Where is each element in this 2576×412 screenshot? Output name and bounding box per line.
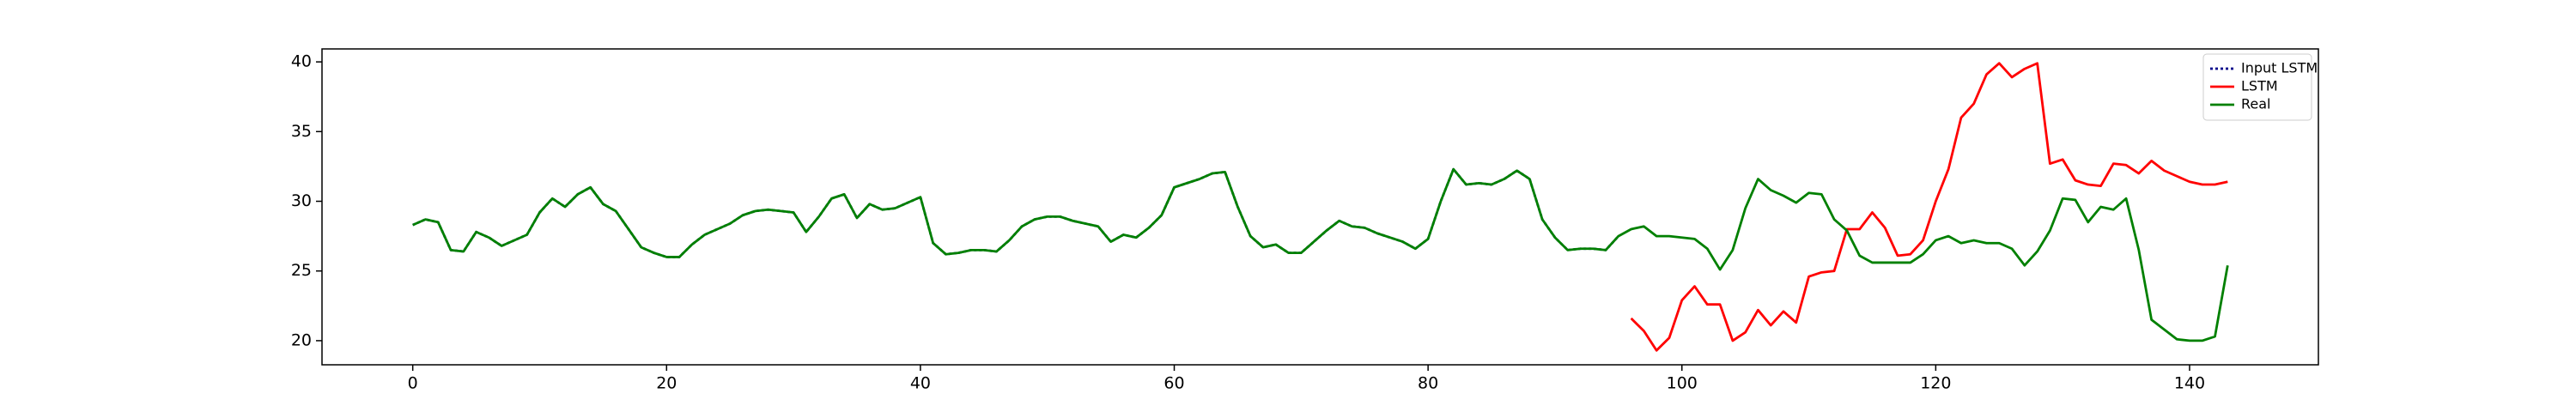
legend-label: LSTM bbox=[2241, 78, 2278, 94]
legend-label: Input LSTM bbox=[2241, 60, 2318, 76]
legend-label: Real bbox=[2241, 96, 2271, 112]
x-tick-label: 120 bbox=[1920, 374, 1951, 393]
line-series bbox=[412, 167, 2229, 342]
line-series bbox=[1630, 62, 2228, 352]
x-tick-label: 60 bbox=[1163, 374, 1184, 393]
y-tick-label: 25 bbox=[291, 261, 312, 280]
y-tick-label: 35 bbox=[291, 122, 312, 141]
y-tick-label: 40 bbox=[291, 52, 312, 71]
x-tick-label: 140 bbox=[2174, 374, 2205, 393]
y-tick-label: 20 bbox=[291, 330, 312, 349]
x-tick-label: 40 bbox=[910, 374, 931, 393]
x-tick-label: 100 bbox=[1667, 374, 1698, 393]
plot-frame bbox=[321, 48, 2319, 366]
y-tick-label: 30 bbox=[291, 191, 312, 210]
x-tick-label: 0 bbox=[408, 374, 418, 393]
x-tick-label: 80 bbox=[1418, 374, 1438, 393]
legend: Input LSTM LSTM Real bbox=[2202, 53, 2318, 121]
x-tick-label: 20 bbox=[656, 374, 677, 393]
